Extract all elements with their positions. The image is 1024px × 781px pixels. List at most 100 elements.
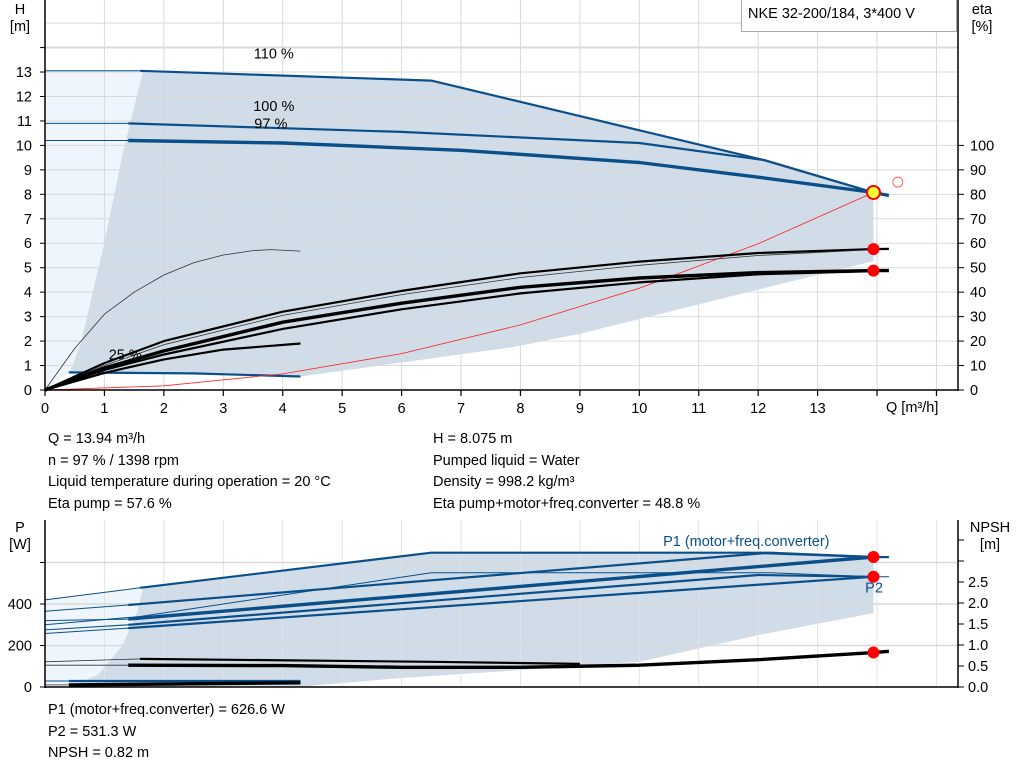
curve-p-7	[44, 624, 129, 631]
info-head: H = 8.075 m	[433, 431, 513, 447]
npsh-tick-label: 0.0	[968, 680, 988, 696]
h-tick-label: 6	[24, 236, 32, 252]
p-axis-label: P	[15, 520, 25, 536]
p-tick-label: 0	[24, 680, 32, 696]
curve-npsh-16	[128, 649, 890, 669]
eta-axis-unit: [%]	[971, 19, 993, 35]
power-info: P1 (motor+freq.converter) = 626.6 W P2 =…	[48, 700, 285, 765]
eta-tick-label: 100	[970, 138, 994, 154]
curve-eta-11	[44, 249, 874, 391]
curve-p-3	[128, 552, 874, 607]
h-tick-label: 3	[24, 310, 32, 326]
eta-tick-label: 70	[970, 212, 986, 228]
h-tick-label: 2	[24, 334, 32, 350]
eta-tick-label: 40	[970, 285, 986, 301]
curve-h-7	[44, 192, 874, 391]
eta-tick-label: 50	[970, 261, 986, 277]
curve-eta-10	[44, 247, 889, 392]
q-tick-label: 11	[691, 401, 706, 417]
curve-label: 100 %	[253, 99, 294, 115]
h-axis-unit: [m]	[9, 19, 31, 35]
operating-info-left: Q = 13.94 m³/h n = 97 % / 1398 rpm Liqui…	[48, 429, 331, 515]
npsh-tick-label: 2.0	[968, 596, 988, 612]
curve-h-3	[128, 122, 874, 194]
operating-area-light	[45, 70, 144, 391]
curve-eta-13	[44, 270, 874, 392]
legend-box: NKE 32-200/184, 3*400 V	[741, 0, 957, 32]
eta-tick-label: 10	[970, 359, 986, 375]
curve-p-9	[44, 627, 129, 634]
curve-label: 25 %	[109, 347, 142, 363]
npsh-tick-label: 2.5	[968, 575, 988, 591]
p-tick-label: 400	[8, 597, 32, 613]
duty-point-marker	[892, 176, 904, 188]
curve-p-4	[44, 618, 129, 622]
q-tick-label: 2	[160, 401, 168, 417]
p-axis-title: P [W]	[6, 520, 34, 554]
info-eta-total: Eta pump+motor+freq.converter = 48.8 %	[433, 495, 701, 512]
curve-label: 110 %	[254, 47, 294, 63]
curve-p-5	[128, 555, 874, 621]
p1-point-marker	[867, 550, 880, 563]
npsh-tick-label: 1.5	[968, 617, 988, 633]
power-operating-area	[68, 552, 874, 687]
curve-eta-9	[44, 342, 301, 392]
h-axis-title: H [m]	[6, 2, 34, 36]
q-tick-label: 10	[631, 401, 647, 417]
info-density: Density = 998.2 kg/m³	[433, 474, 575, 490]
info-eta-pump: Eta pump = 57.6 %	[48, 495, 172, 512]
info-p1: P1 (motor+freq.converter) = 626.6 W	[48, 702, 285, 718]
curve-label: P2	[865, 581, 883, 597]
q-tick-label: 3	[219, 401, 227, 417]
curve-p-2	[44, 604, 129, 612]
operating-area	[70, 70, 874, 377]
eta-total-point-marker	[867, 264, 880, 277]
h-tick-label: 7	[24, 212, 32, 228]
eta-tick-label: 60	[970, 236, 986, 252]
operating-point-marker	[865, 184, 881, 200]
h-tick-label: 8	[24, 187, 32, 203]
h-tick-label: 4	[24, 285, 32, 301]
eta-pump-point-marker	[867, 243, 880, 256]
p-axis-unit: [W]	[9, 537, 31, 553]
curve-p-10	[128, 575, 874, 630]
eta-tick-label: 30	[970, 310, 986, 326]
eta-axis-title: eta [%]	[964, 2, 1000, 36]
h-tick-label: 5	[24, 261, 32, 277]
q-axis-title: Q [m³/h]	[886, 400, 939, 416]
curve-label: 97 %	[254, 116, 287, 132]
npsh-point-marker	[867, 646, 880, 659]
eta-tick-label: 90	[970, 163, 986, 179]
p2-point-marker	[867, 570, 880, 583]
eta-tick-label: 0	[970, 383, 978, 399]
h-tick-label: 12	[16, 89, 32, 105]
h-tick-label: 10	[16, 138, 32, 154]
curve-p-8	[128, 573, 874, 626]
curve-npsh-14	[140, 657, 580, 665]
q-tick-label: 8	[516, 401, 524, 417]
curve-npsh-18	[68, 681, 301, 687]
q-tick-label: 4	[279, 401, 287, 417]
info-temperature: Liquid temperature during operation = 20…	[48, 474, 331, 490]
power-area-light	[45, 587, 144, 687]
q-tick-label: 6	[398, 401, 406, 417]
info-flow: Q = 13.94 m³/h	[48, 431, 146, 447]
curve-p-0	[44, 587, 141, 601]
q-tick-label: 1	[100, 401, 108, 417]
h-tick-label: 11	[17, 114, 32, 130]
npsh-tick-label: 1.0	[968, 638, 988, 654]
h-tick-label: 9	[24, 163, 32, 179]
p-tick-label: 200	[8, 639, 32, 655]
q-tick-label: 9	[576, 401, 584, 417]
legend-title: NKE 32-200/184, 3*400 V	[748, 6, 915, 22]
operating-info-right: H = 8.075 m Pumped liquid = Water Densit…	[433, 429, 700, 515]
info-npsh: NPSH = 0.82 m	[48, 745, 150, 761]
eta-tick-label: 80	[970, 187, 986, 203]
eta-axis-label: eta	[971, 2, 993, 18]
info-p2: P2 = 531.3 W	[48, 723, 137, 740]
npsh-axis-unit: [m]	[979, 537, 1001, 553]
npsh-axis-label: NPSH	[969, 520, 1011, 536]
q-tick-label: 0	[41, 401, 49, 417]
npsh-axis-title: NPSH [m]	[962, 520, 1018, 554]
